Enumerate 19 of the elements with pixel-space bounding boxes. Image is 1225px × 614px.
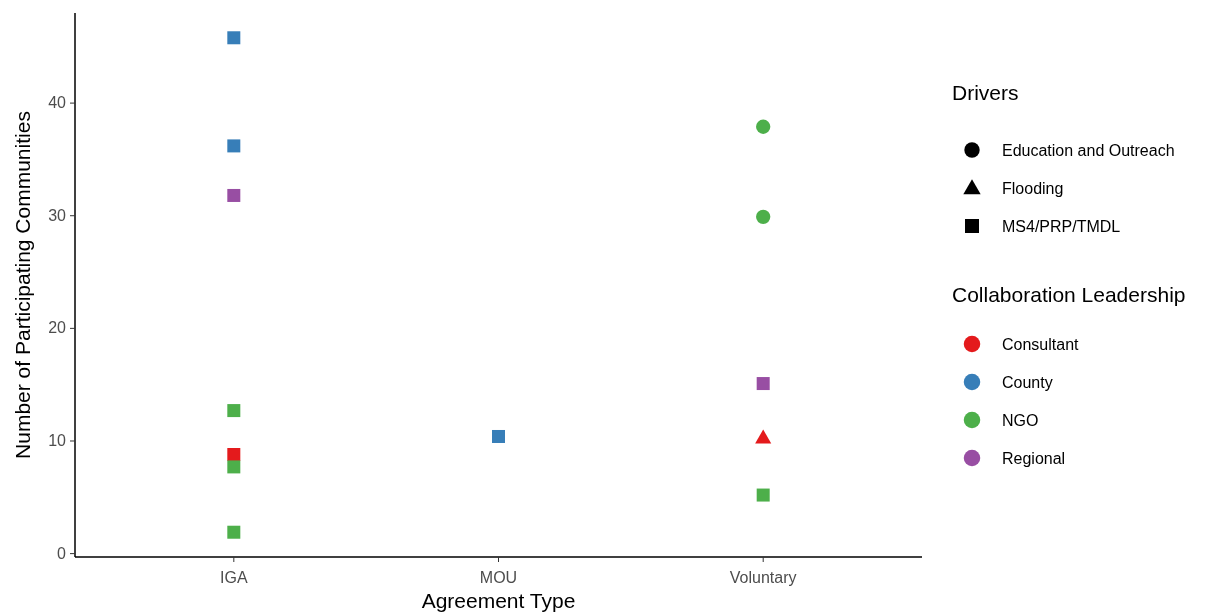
y-axis-title: Number of Participating Communities: [11, 111, 34, 459]
x-tick-label: IGA: [220, 569, 248, 586]
y-tick-label: 30: [48, 206, 67, 224]
y-tick-label: 0: [57, 544, 67, 562]
x-tick-label: Voluntary: [729, 569, 797, 586]
x-tick-label: MOU: [479, 569, 518, 586]
y-tick-label: 40: [48, 94, 67, 112]
text: Education and Outreach: [1002, 142, 1175, 159]
y-tick-label: 20: [48, 319, 67, 337]
x-axis-title: Agreement Type: [421, 589, 576, 612]
text: Drivers: [952, 81, 1019, 104]
y-tick-label: 10: [48, 431, 67, 449]
text: MS4/PRP/TMDL: [1002, 218, 1121, 235]
legend-label: NGO: [1002, 412, 1039, 429]
legend-label: Regional: [1002, 450, 1066, 467]
legend-label: Consultant: [1002, 336, 1080, 353]
legend-title: Collaboration Leadership: [952, 283, 1186, 306]
text: Flooding: [1002, 180, 1064, 197]
legend-label: County: [1002, 374, 1053, 391]
